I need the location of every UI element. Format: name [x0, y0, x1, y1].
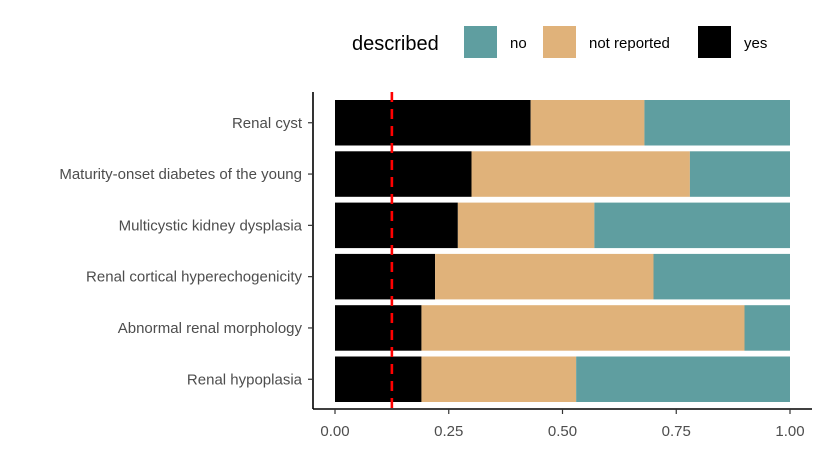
y-tick-label: Renal hypoplasia — [187, 371, 303, 388]
bar-segment-no-3 — [653, 253, 790, 300]
bar-segment-yes-3 — [335, 253, 436, 300]
legend-title: described — [352, 33, 439, 55]
x-tick-label: 1.00 — [775, 423, 804, 440]
x-tick-label: 0.50 — [548, 423, 577, 440]
bar-segment-not-reported-4 — [421, 305, 745, 351]
bar-segment-no-5 — [576, 356, 790, 402]
y-tick-label: Renal cortical hyperechogenicity — [86, 269, 302, 286]
legend: described no not reported yes — [352, 26, 767, 58]
bar-segment-no-2 — [594, 202, 790, 249]
bar-segment-yes-2 — [335, 202, 458, 249]
bar-segment-no-1 — [689, 151, 790, 197]
bar-segment-not-reported-5 — [421, 356, 577, 402]
legend-label-yes: yes — [744, 35, 767, 52]
bar-segment-not-reported-0 — [530, 100, 645, 146]
x-tick-label: 0.75 — [662, 423, 691, 440]
legend-label-not-reported: not reported — [589, 35, 670, 52]
bars-layer — [335, 100, 790, 402]
bar-segment-not-reported-1 — [471, 151, 690, 197]
bar-segment-yes-0 — [335, 100, 531, 146]
x-tick-label: 0.25 — [434, 423, 463, 440]
bar-segment-yes-4 — [335, 305, 422, 351]
legend-key-no — [464, 26, 497, 58]
bar-segment-not-reported-3 — [435, 253, 654, 300]
axes: Renal cyst Maturity-onset diabetes of the… — [59, 92, 812, 440]
bar-segment-no-0 — [644, 100, 790, 146]
legend-key-not-reported — [543, 26, 576, 58]
y-tick-label: Maturity-onset diabetes of the young — [59, 166, 302, 183]
x-tick-label: 0.00 — [320, 423, 349, 440]
bar-segment-yes-5 — [335, 356, 422, 402]
y-tick-label: Renal cyst — [232, 115, 303, 132]
bar-segment-yes-1 — [335, 151, 472, 197]
legend-label-no: no — [510, 35, 527, 52]
bar-segment-not-reported-2 — [457, 202, 595, 249]
bar-segment-no-4 — [744, 305, 790, 351]
legend-key-yes — [698, 26, 731, 58]
y-tick-label: Multicystic kidney dysplasia — [119, 217, 303, 234]
y-tick-label: Abnormal renal morphology — [118, 320, 303, 337]
